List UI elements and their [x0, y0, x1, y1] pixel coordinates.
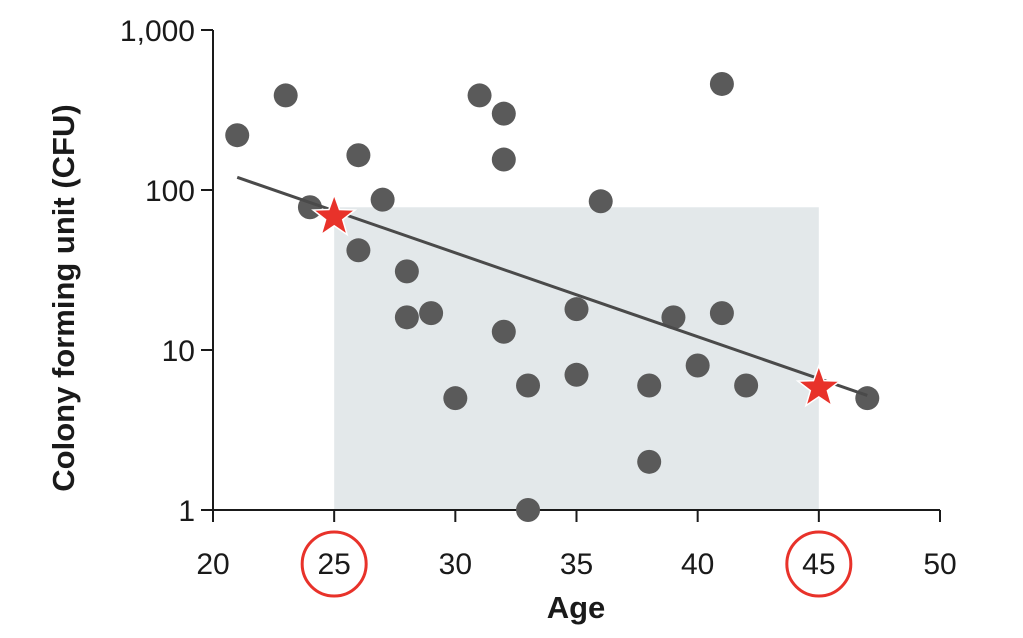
- data-point: [588, 189, 613, 214]
- data-point: [564, 297, 589, 322]
- y-tick-label: 10: [162, 335, 195, 368]
- data-point: [491, 147, 516, 172]
- data-point: [419, 301, 444, 326]
- tick-highlight-circle: [785, 530, 853, 598]
- y-tick-label: 1: [178, 495, 195, 528]
- data-point: [855, 386, 880, 411]
- x-tick-label: 50: [923, 548, 956, 581]
- data-point: [637, 373, 662, 398]
- tick-highlight-circle: [300, 530, 368, 598]
- shaded-region: [334, 207, 819, 510]
- data-point: [709, 71, 734, 96]
- tick-labels: 1 10 100 1,000 20 25 30 35 40 45 50: [120, 15, 957, 581]
- highlight-star: [311, 192, 358, 237]
- data-point: [225, 123, 250, 148]
- x-tick-label: 20: [196, 548, 229, 581]
- data-point: [394, 259, 419, 284]
- x-tick-label: 35: [560, 548, 593, 581]
- axes: [201, 29, 941, 522]
- data-point: [467, 83, 492, 108]
- data-point: [637, 449, 662, 474]
- data-point: [661, 305, 686, 330]
- y-axis-title: Colony forming unit (CFU): [46, 104, 81, 491]
- data-point: [370, 187, 395, 212]
- highlight-layer: [300, 192, 853, 598]
- data-point: [491, 101, 516, 126]
- data-point: [709, 301, 734, 326]
- data-point: [564, 362, 589, 387]
- data-point: [734, 373, 759, 398]
- data-point: [516, 498, 541, 522]
- data-point: [346, 143, 371, 168]
- shaded-region-layer: [334, 207, 819, 510]
- highlight-star: [795, 363, 842, 408]
- data-point: [491, 319, 516, 344]
- x-tick-label: 30: [439, 548, 472, 581]
- data-point: [346, 238, 371, 263]
- x-tick-label: 40: [681, 548, 714, 581]
- data-point: [516, 373, 541, 398]
- data-point: [443, 386, 468, 411]
- data-point: [394, 305, 419, 330]
- data-point: [685, 353, 710, 378]
- y-tick-label: 100: [145, 175, 195, 208]
- x-axis-title: Age: [547, 590, 606, 625]
- x-tick-label: 25: [317, 548, 350, 581]
- data-points: [225, 71, 880, 522]
- y-tick-label: 1,000: [120, 15, 195, 48]
- data-point: [273, 83, 298, 108]
- x-tick-label: 45: [802, 548, 835, 581]
